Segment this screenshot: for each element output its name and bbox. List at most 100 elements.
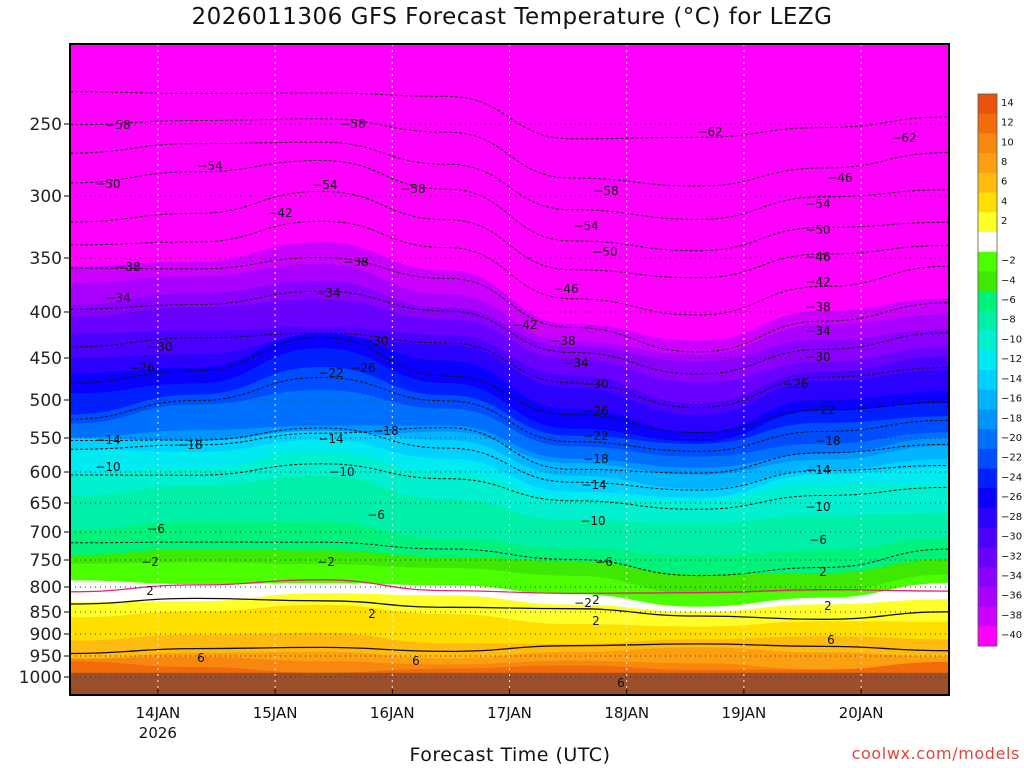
contour-label: 6 [827,633,835,647]
colorbar-swatch [978,567,997,588]
y-tick-label: 850 [30,603,62,623]
colorbar-label: −16 [1001,394,1022,405]
contour-label: −22 [810,403,835,417]
contour-label: −26 [783,377,808,391]
colorbar-swatch [978,370,997,391]
y-tick-label: 700 [30,523,62,543]
contour-label: −30 [147,340,172,354]
isotherm--34 [70,290,949,375]
isotherm-6 [70,643,949,655]
contour-label: −58 [593,184,618,198]
contour-label: −54 [805,197,830,211]
colorbar-frame [977,93,998,647]
contour-label: −46 [827,171,852,185]
contour-label: −14 [581,478,606,492]
y-tick-label: 550 [30,429,62,449]
x-tick-label: 19JAN [722,704,767,722]
y-tick-label: 1000 [19,668,62,688]
isotherm-contours [70,91,949,655]
contour-label: −14 [95,433,120,447]
colorbar-label: −38 [1001,610,1022,621]
contour-label: −6 [595,555,613,569]
x-tick-year: 2026 [139,724,177,742]
colorbar-swatch [978,389,997,410]
contour-label: −42 [512,318,537,332]
contour-label: −42 [267,206,292,220]
contour-label: −14 [805,463,830,477]
contour-label: −18 [177,438,202,452]
contour-label: 2 [592,614,600,628]
contour-label: 6 [197,651,205,665]
y-tick-label: 750 [30,551,62,571]
colorbar-swatch [978,291,997,312]
colorbar-label: −10 [1001,334,1022,345]
colorbar-swatch [978,606,997,627]
colorbar-swatch [978,488,997,509]
x-tick-label: 16JAN [370,704,415,722]
contour-label: −26 [583,404,608,418]
contour-label: 2 [819,565,827,579]
y-tick-label: 800 [30,578,62,598]
y-tick-label: 600 [30,463,62,483]
contour-label: −22 [583,429,608,443]
contour-label: −18 [583,452,608,466]
contour-label: −50 [95,177,120,191]
colorbar-label: −22 [1001,453,1022,464]
x-tick-label: 14JAN [136,704,181,722]
y-tick-label: 950 [30,647,62,667]
x-axis-ticks: 14JAN 2026 15JAN 16JAN 17JAN 18JAN 19JAN 20JAN [136,689,883,742]
contour-label: −38 [550,334,575,348]
contour-label: −46 [553,282,578,296]
colorbar-swatch [978,172,997,194]
isotherm--54 [70,141,949,220]
contour-label: −38 [343,255,368,269]
colorbar-swatch [978,429,997,450]
y-tick-label: 350 [30,249,62,269]
colorbar-swatch [978,409,997,430]
source-credit: coolwx.com/models [851,744,1020,763]
y-tick-label: 650 [30,494,62,514]
colorbar-label: 6 [1001,177,1007,188]
contour-label: −34 [105,291,130,305]
colorbar-label: −2 [1001,256,1016,267]
colorbar-label: −30 [1001,532,1022,543]
colorbar-swatch [978,527,997,548]
colorbar-label: −6 [1001,295,1016,306]
contour-label: −42 [805,275,830,289]
colorbar-label: 4 [1001,196,1007,207]
contour-label: 2 [592,593,600,607]
contour-label: −26 [129,361,154,375]
colorbar-label: −26 [1001,492,1022,503]
isotherm--62 [70,91,949,140]
contour-label: −10 [805,500,830,514]
contour-label: −6 [147,522,165,536]
colorbar-swatch [978,586,997,608]
x-axis-label: Forecast Time (UTC) [409,744,611,766]
colorbar-label: 14 [1001,98,1014,109]
colorbar-swatch [978,192,997,213]
y-tick-label: 400 [30,303,62,323]
contour-label: −2 [574,596,592,610]
colorbar-label: −24 [1001,472,1022,483]
y-tick-label: 300 [30,187,62,207]
contour-label: 6 [412,654,420,668]
colorbar-label: 12 [1001,118,1014,129]
colorbar-label: 2 [1001,216,1007,227]
contour-label: −46 [805,250,830,264]
colorbar-label: 10 [1001,137,1014,148]
contour-label: −38 [115,260,140,274]
x-tick-label: 18JAN [604,704,649,722]
isotherm--30 [70,332,949,409]
contour-label: −10 [329,465,354,479]
contour-label: −6 [809,533,827,547]
colorbar-label: −36 [1001,591,1022,602]
isotherm--26 [70,336,949,434]
colorbar-label: −14 [1001,374,1022,385]
colorbar-label: −4 [1001,275,1016,286]
colorbar-swatch [978,232,997,253]
colorbar-label: −28 [1001,512,1022,523]
colorbar-swatch [978,350,997,371]
colorbar-swatch [978,271,997,292]
contour-label: −58 [400,182,425,196]
colorbar-swatch [978,153,997,174]
